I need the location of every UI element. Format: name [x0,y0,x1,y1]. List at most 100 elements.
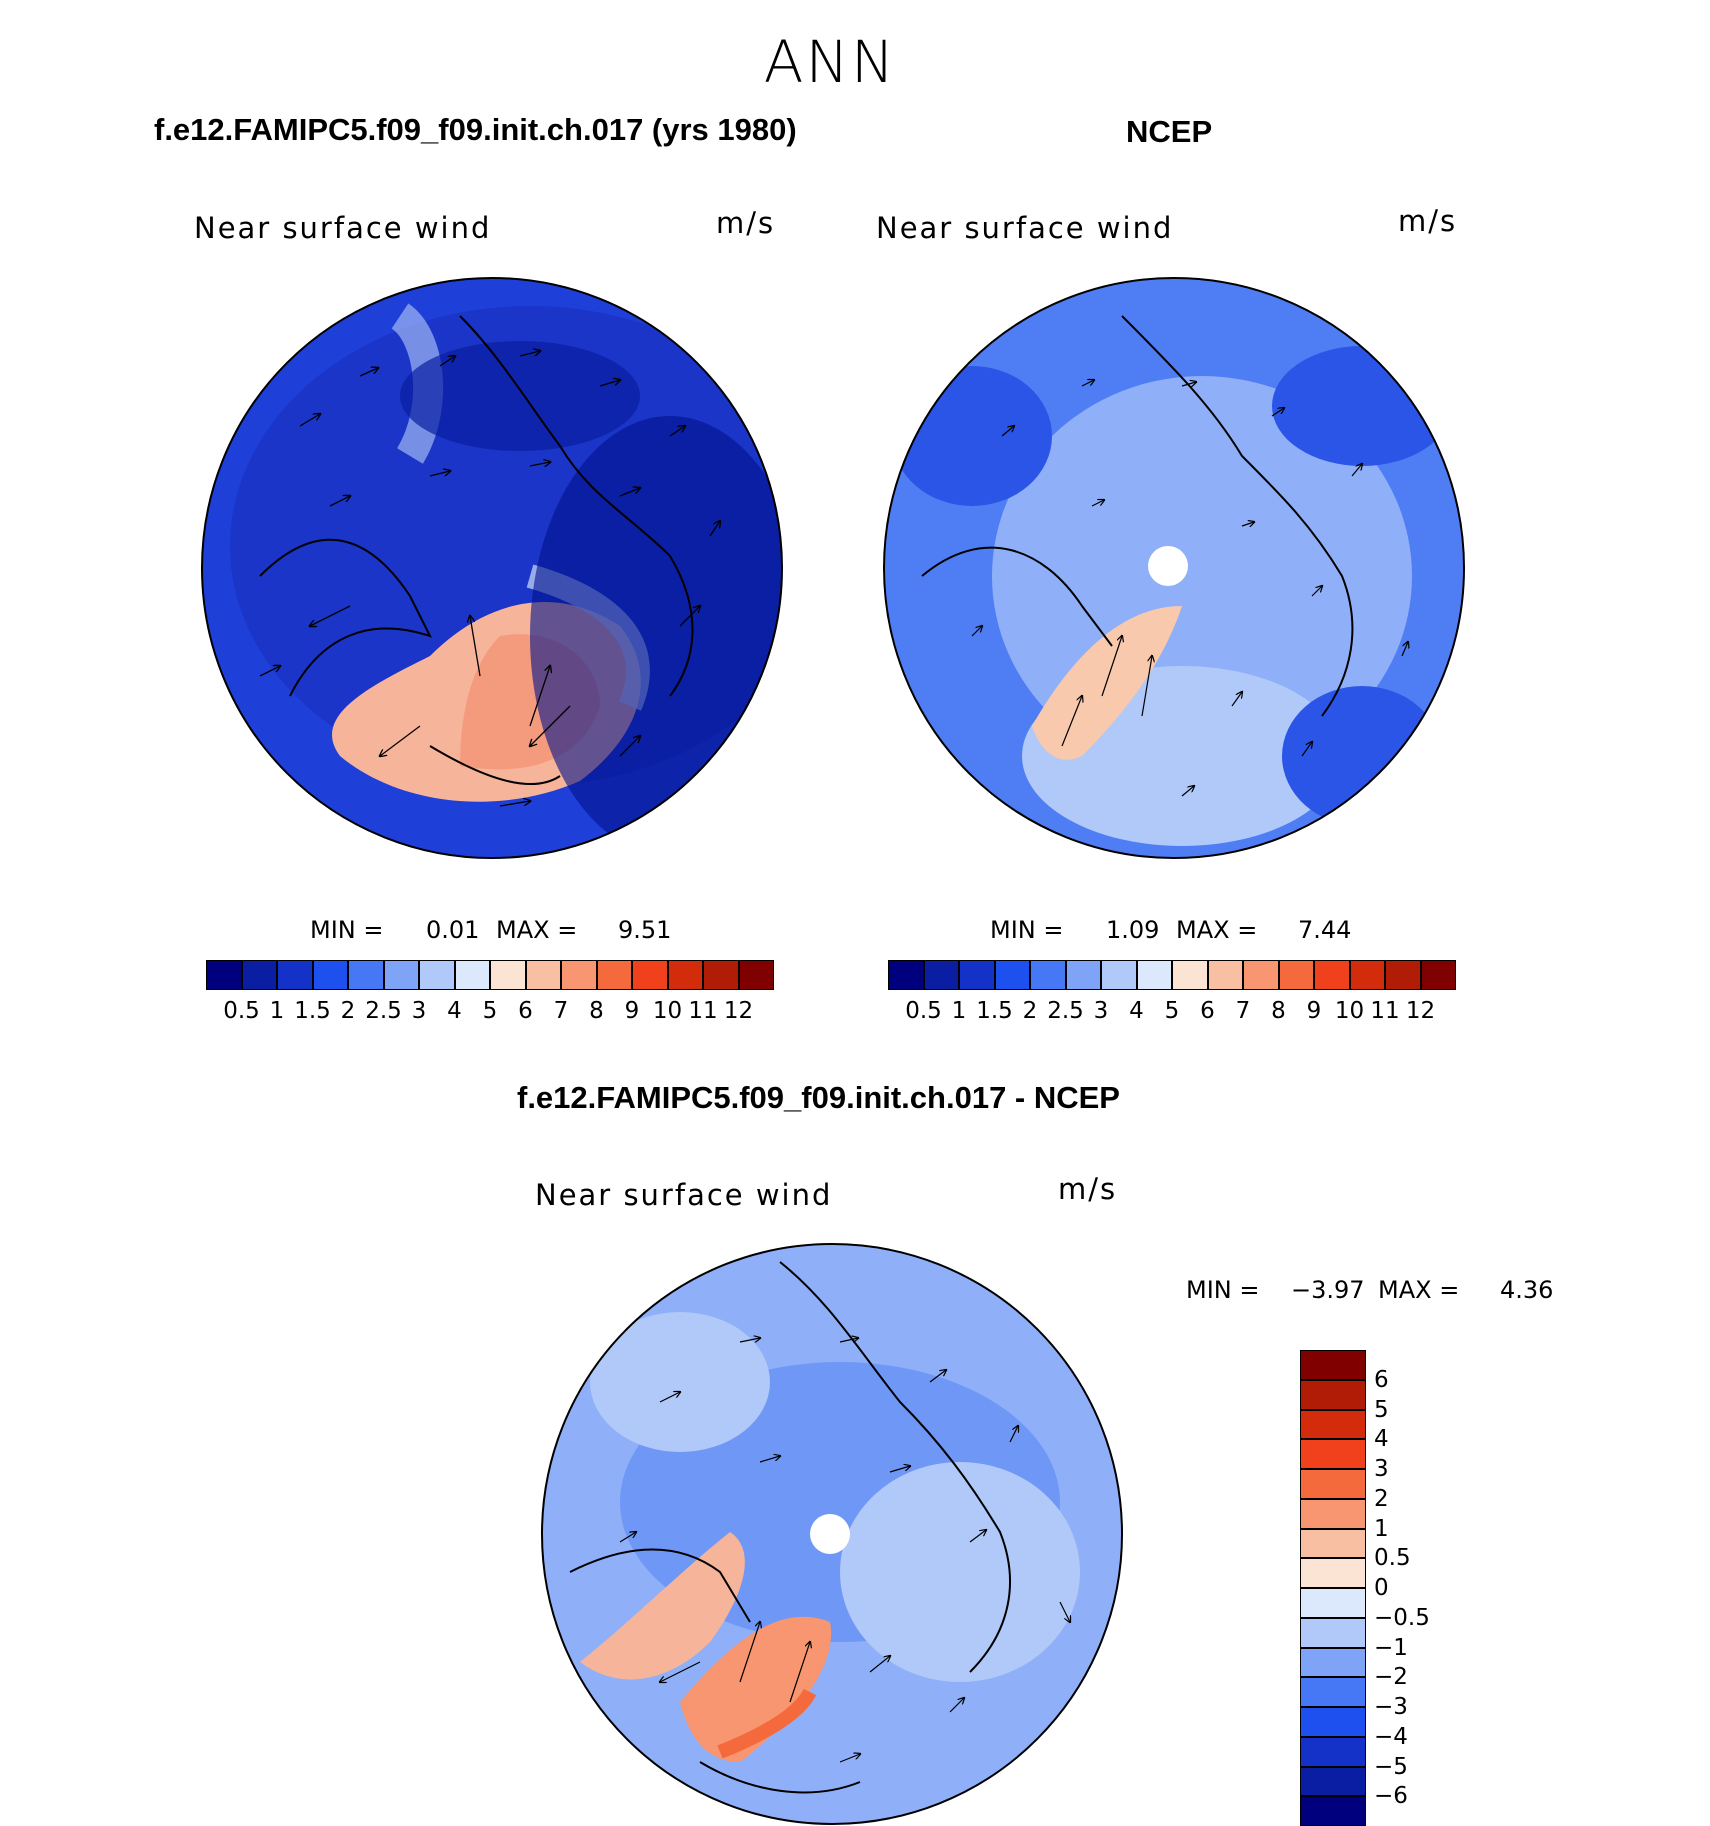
colorbar-swatch [1278,960,1314,990]
obs-min-label: MIN = [990,916,1064,944]
colorbar-tick-label: 3 [411,998,427,1024]
colorbar-swatch [738,960,774,990]
colorbar-swatch [1030,960,1066,990]
obs-min-value: 1.09 [1106,916,1160,944]
colorbar-tick-label: 5 [1374,1396,1389,1423]
colorbar-tick-label: 0 [1374,1575,1389,1601]
colorbar-swatch [1300,1379,1366,1410]
diff-wind-map [541,1243,1123,1825]
colorbar-swatch [1101,960,1137,990]
colorbar-swatch [1207,960,1243,990]
model-min-value: 0.01 [426,916,480,944]
colorbar-tick-label: 11 [1370,998,1400,1024]
colorbar-tick-label: −2 [1374,1664,1408,1691]
colorbar-tick-label: 2.5 [365,998,402,1024]
colorbar-swatch [1300,1617,1366,1648]
colorbar-tick-label: 2 [1374,1485,1389,1512]
colorbar-swatch [1300,1588,1366,1618]
model-wind-map [201,277,783,859]
model-units-label: m/s [716,206,776,240]
colorbar-swatch [959,960,995,990]
colorbar-tick-label: 12 [723,998,754,1024]
model-colorbar: 0.5 1 1.5 2 2.5 3 4 5 6 7 8 9 10 11 12 [206,960,774,1034]
colorbar-tick-label: 8 [589,998,604,1024]
colorbar-swatch [1136,960,1172,990]
colorbar-swatch [1065,960,1101,990]
colorbar-tick-label: 2.5 [1047,998,1084,1024]
colorbar-swatch [348,960,384,990]
colorbar-tick-label: 6 [518,998,533,1024]
colorbar-tick-label: 10 [652,998,683,1024]
colorbar-swatch [312,960,348,990]
colorbar-tick-label: 11 [688,998,718,1024]
colorbar-tick-label: 4 [447,998,462,1024]
diff-minmax: MIN = −3.97 MAX = 4.36 [1186,1276,1586,1310]
diff-panel-title: f.e12.FAMIPC5.f09_f09.init.ch.017 - NCEP [517,1080,1120,1115]
colorbar-tick-label: 6 [1200,998,1215,1024]
colorbar-swatch [1300,1766,1366,1797]
colorbar-tick-label: 1 [1374,1515,1389,1542]
colorbar-tick-label: 1.5 [976,998,1013,1024]
colorbar-tick-label: 12 [1405,998,1436,1024]
colorbar-swatch [667,960,703,990]
season-title: ANN [763,28,897,96]
colorbar-swatch [561,960,597,990]
colorbar-tick-label: 1.5 [294,998,331,1024]
diff-max-label: MAX = [1378,1276,1460,1304]
colorbar-tick-label: 9 [1306,998,1322,1024]
colorbar-tick-label: 10 [1334,998,1365,1024]
colorbar-tick-label: 5 [1164,998,1180,1024]
colorbar-swatch [383,960,419,990]
colorbar-tick-label: −4 [1374,1723,1408,1750]
colorbar-tick-label: 1 [269,998,285,1024]
colorbar-tick-label: 9 [624,998,640,1024]
colorbar-tick-label: 0.5 [1374,1545,1411,1572]
colorbar-tick-label: 8 [1271,998,1286,1024]
colorbar-swatch [888,960,924,990]
diff-min-label: MIN = [1186,1276,1260,1304]
colorbar-tick-label: 3 [1093,998,1109,1024]
model-variable-label: Near surface wind [194,211,492,245]
colorbar-swatch [241,960,277,990]
colorbar-swatch [1300,1796,1366,1826]
colorbar-swatch [1300,1707,1366,1737]
colorbar-swatch [1349,960,1385,990]
colorbar-tick-label: 7 [553,998,569,1024]
obs-colorbar: 0.5 1 1.5 2 2.5 3 4 5 6 7 8 9 10 11 12 [888,960,1456,1034]
colorbar-swatch [1300,1677,1366,1707]
colorbar-tick-label: −1 [1374,1634,1408,1661]
colorbar-tick-label: 2 [340,998,356,1024]
colorbar-swatch [1385,960,1421,990]
model-min-label: MIN = [310,916,384,944]
colorbar-swatch [596,960,632,990]
colorbar-swatch [1300,1647,1366,1678]
colorbar-tick-label: 3 [1374,1456,1389,1482]
colorbar-tick-label: 4 [1374,1426,1389,1453]
obs-minmax: MIN = 1.09 MAX = 7.44 [990,916,1370,950]
colorbar-swatch [1300,1498,1366,1529]
obs-variable-label: Near surface wind [876,211,1174,245]
obs-max-label: MAX = [1176,916,1258,944]
colorbar-tick-label: −6 [1374,1783,1408,1810]
colorbar-tick-label: 0.5 [905,998,942,1024]
obs-max-value: 7.44 [1298,916,1352,944]
colorbar-swatch [632,960,668,990]
diff-min-value: −3.97 [1291,1276,1365,1304]
model-max-value: 9.51 [618,916,672,944]
colorbar-swatch [525,960,561,990]
colorbar-swatch [1300,1558,1366,1588]
colorbar-swatch [206,960,242,990]
colorbar-swatch [1314,960,1350,990]
colorbar-tick-label: 0.5 [223,998,260,1024]
colorbar-swatch [1420,960,1456,990]
colorbar-swatch [1172,960,1208,990]
colorbar-swatch [490,960,526,990]
colorbar-swatch [1300,1439,1366,1469]
colorbar-tick-label: 7 [1235,998,1251,1024]
colorbar-swatch [1300,1409,1366,1440]
diff-colorbar: −6 −5 −4 −3 −2 −1 −0.5 0 0.5 1 2 3 4 5 6 [1300,1350,1440,1826]
colorbar-tick-label: 1 [951,998,967,1024]
model-panel-title: f.e12.FAMIPC5.f09_f09.init.ch.017 (yrs 1… [154,112,797,147]
colorbar-swatch [1243,960,1279,990]
colorbar-swatch [994,960,1030,990]
